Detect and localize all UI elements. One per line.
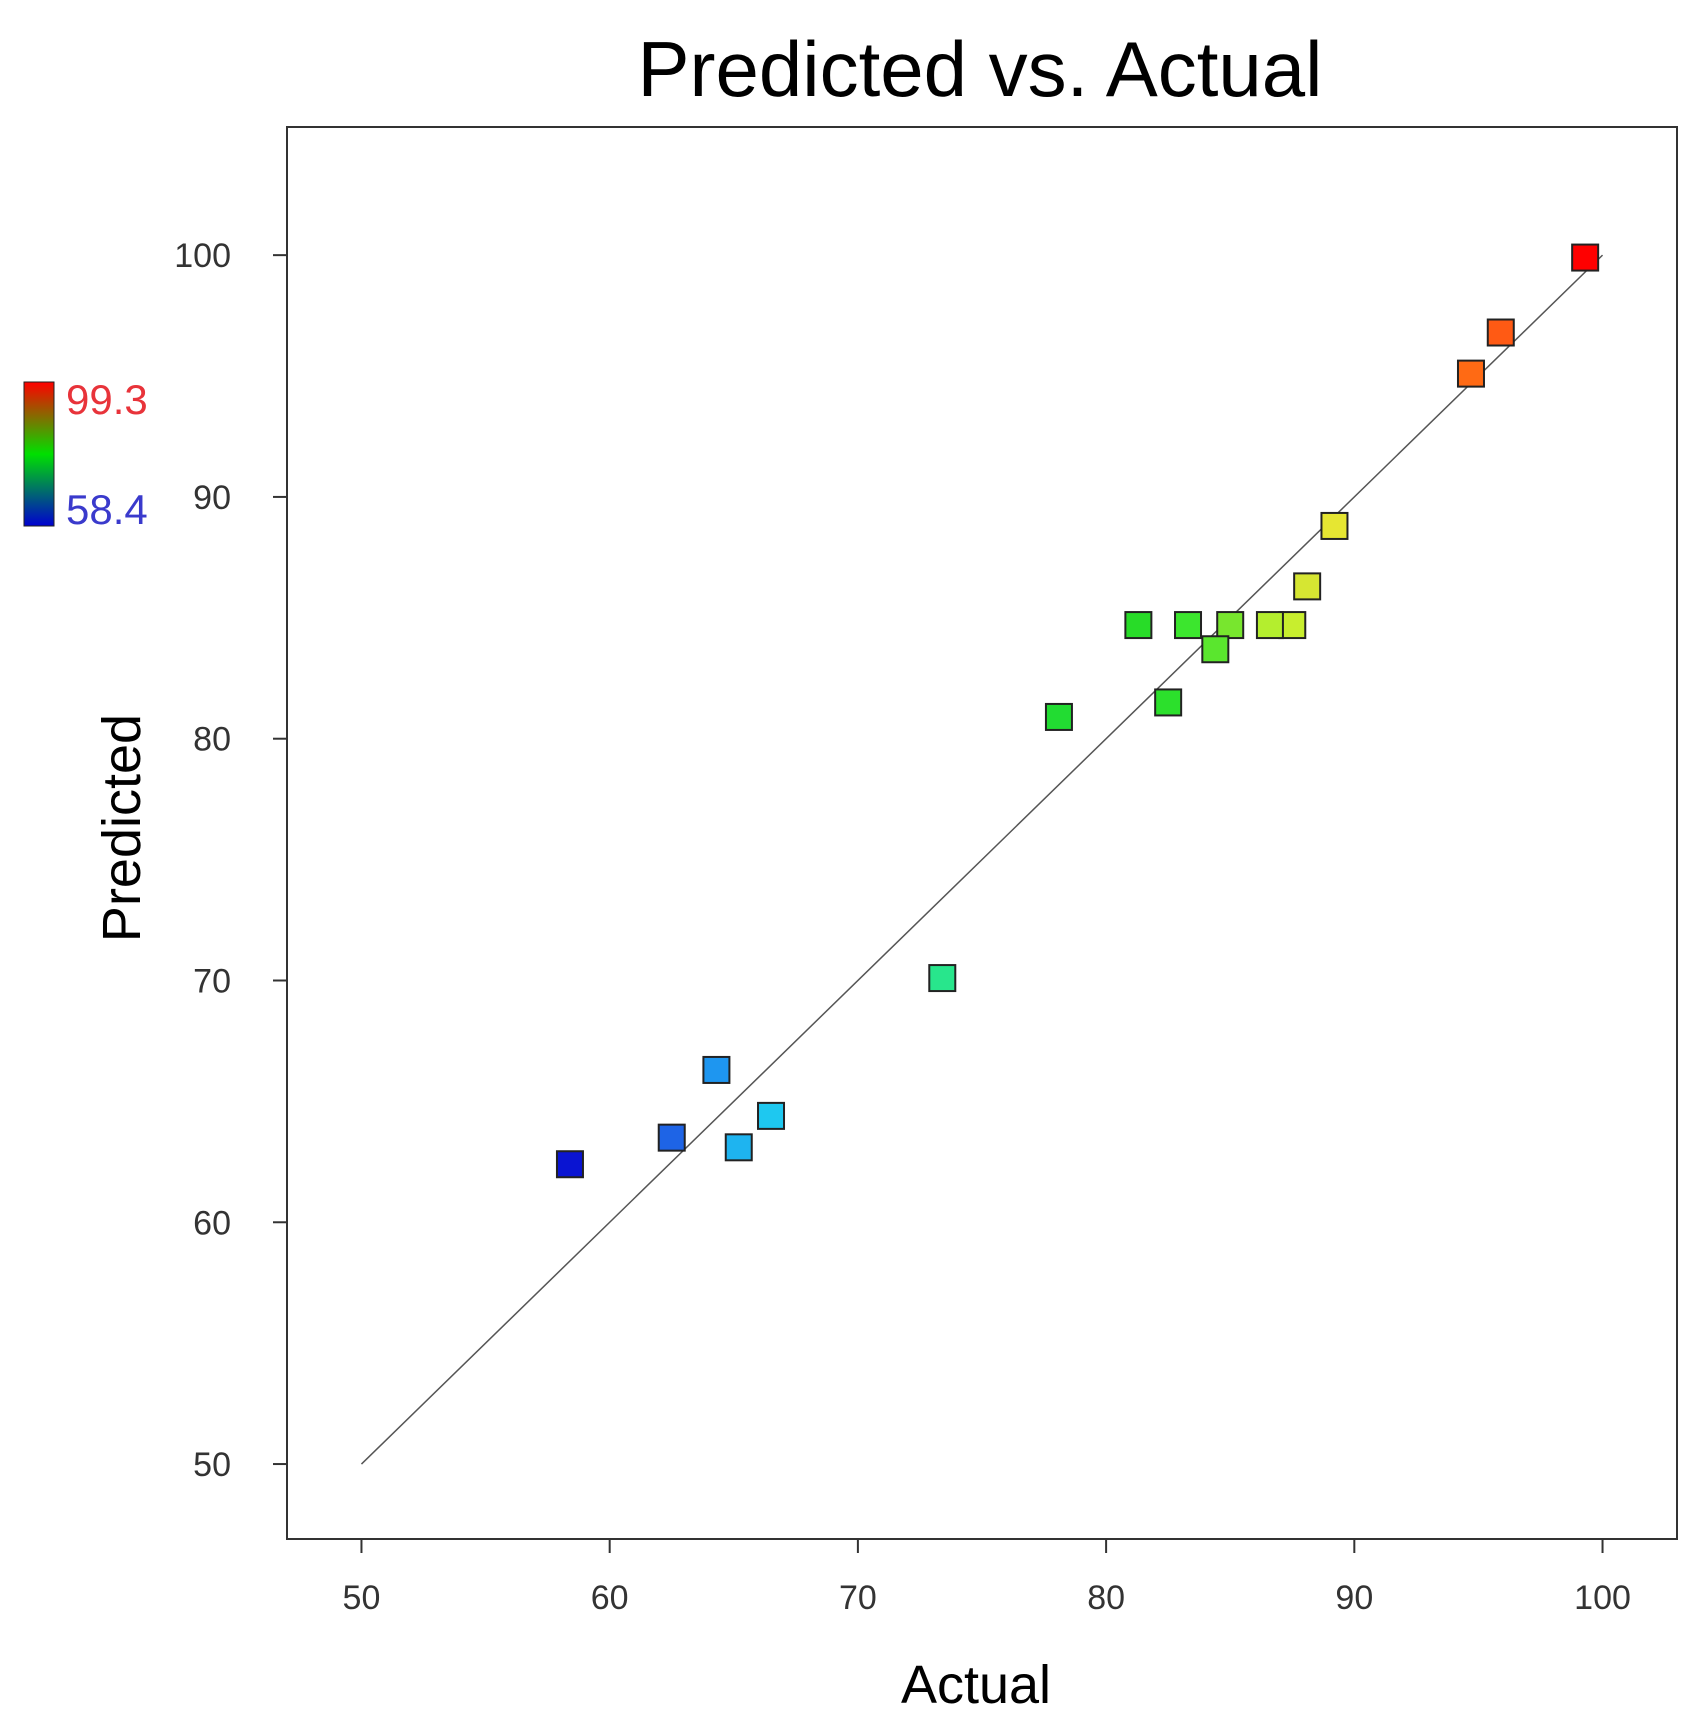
data-point (1255, 611, 1284, 640)
y-tick-label: 80 (193, 721, 231, 759)
x-tick-label: 90 (1335, 1579, 1373, 1617)
data-point (702, 1055, 731, 1084)
data-point (928, 964, 957, 993)
data-point (1044, 702, 1073, 731)
y-tick-label: 60 (193, 1204, 231, 1242)
data-point (1320, 511, 1349, 540)
x-tick-label: 50 (343, 1579, 381, 1617)
color-scale-bar (23, 381, 55, 527)
x-axis-ticks: 50 60 70 80 90 100 (343, 1539, 1631, 1617)
data-point (724, 1133, 753, 1162)
data-point (1571, 243, 1600, 272)
data-points (555, 243, 1600, 1179)
y-tick-label: 70 (193, 962, 231, 1000)
data-point (555, 1150, 584, 1179)
y-axis-ticks: 50 60 70 80 90 100 (174, 237, 287, 1484)
data-point (1486, 318, 1515, 347)
data-point (1293, 572, 1322, 601)
x-tick-label: 80 (1087, 1579, 1125, 1617)
data-point (657, 1123, 686, 1152)
data-point (1216, 611, 1245, 640)
color-scale-max-label: 99.3 (66, 376, 148, 423)
plot-frame (286, 126, 1678, 1540)
data-point (1201, 635, 1230, 664)
y-axis-label: Predicted (92, 714, 152, 942)
color-scale-legend: 99.3 58.4 (23, 376, 148, 533)
y-tick-label: 90 (193, 479, 231, 517)
data-point (1154, 688, 1183, 717)
x-axis-label: Actual (901, 1655, 1051, 1715)
y-tick-label: 50 (193, 1446, 231, 1484)
reference-line (360, 254, 1604, 1465)
y-tick-label: 100 (174, 237, 231, 275)
x-tick-label: 60 (591, 1579, 629, 1617)
chart-title: Predicted vs. Actual (637, 25, 1322, 113)
data-point (1174, 611, 1203, 640)
x-tick-label: 70 (839, 1579, 877, 1617)
x-tick-label: 100 (1574, 1579, 1631, 1617)
data-point (757, 1101, 786, 1130)
data-point (1124, 611, 1153, 640)
data-point (1456, 359, 1485, 388)
color-scale-min-label: 58.4 (66, 486, 148, 533)
